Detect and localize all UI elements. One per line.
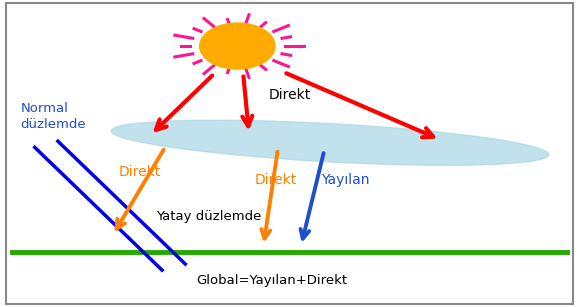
Text: Direkt: Direkt — [119, 165, 161, 179]
Text: Direkt: Direkt — [269, 88, 310, 102]
FancyBboxPatch shape — [6, 3, 573, 304]
Text: Yayılan: Yayılan — [321, 173, 370, 187]
Ellipse shape — [200, 23, 275, 69]
Text: Direkt: Direkt — [255, 173, 297, 187]
Text: Normal
düzlemde: Normal düzlemde — [20, 102, 86, 131]
Text: Yatay düzlemde: Yatay düzlemde — [156, 210, 262, 223]
Ellipse shape — [111, 120, 549, 165]
Text: Global=Yayılan+Direkt: Global=Yayılan+Direkt — [196, 274, 348, 287]
